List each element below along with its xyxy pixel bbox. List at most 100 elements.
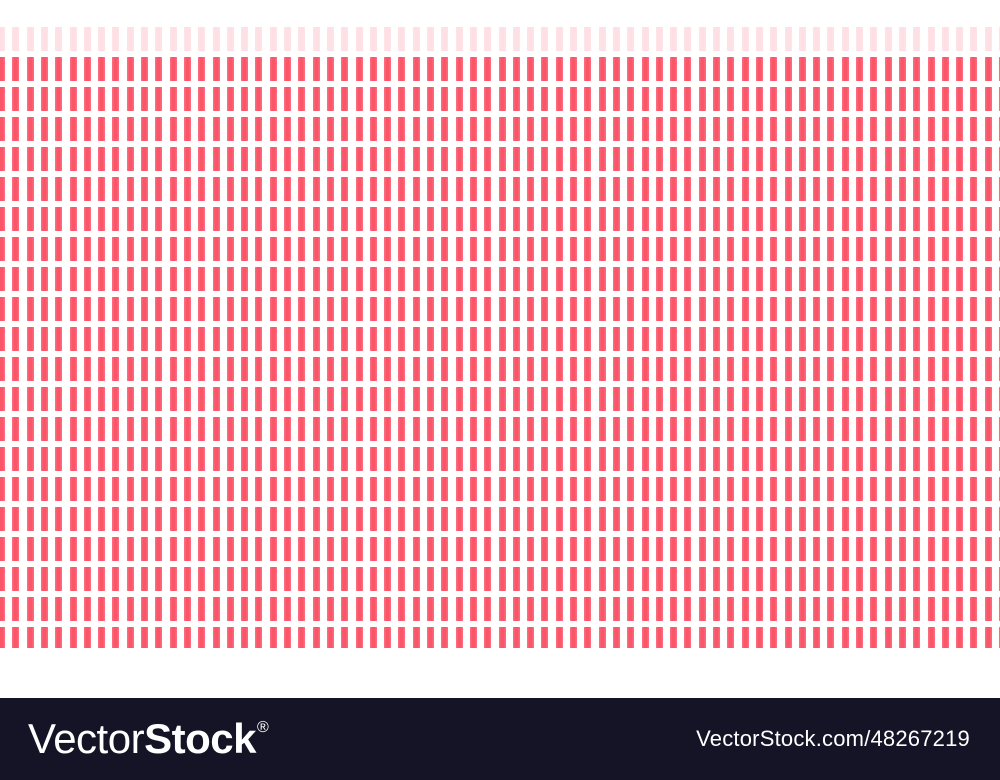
dash-mark xyxy=(384,387,392,411)
dash-mark xyxy=(755,297,763,321)
dash-mark xyxy=(970,267,978,291)
dash-mark xyxy=(169,177,177,201)
dash-mark xyxy=(341,357,349,381)
dash-mark xyxy=(183,597,191,621)
dash-mark xyxy=(341,567,349,591)
dash-mark xyxy=(384,357,392,381)
dash-mark xyxy=(527,417,535,441)
dash-mark xyxy=(512,177,520,201)
dash-mark xyxy=(341,477,349,501)
dash-mark xyxy=(455,117,463,141)
dash-mark xyxy=(126,627,134,648)
dash-row xyxy=(0,597,1000,621)
dash-mark xyxy=(0,627,5,648)
dash-mark xyxy=(112,357,120,381)
dash-mark xyxy=(727,447,735,471)
dash-mark xyxy=(0,387,5,411)
dash-mark xyxy=(970,507,978,531)
dash-mark xyxy=(655,267,663,291)
dash-mark xyxy=(755,207,763,231)
dash-mark xyxy=(284,297,291,321)
dash-mark xyxy=(26,447,34,471)
dash-mark xyxy=(412,507,420,531)
dash-mark xyxy=(169,237,177,261)
dash-mark xyxy=(941,267,949,291)
dash-mark xyxy=(12,447,20,471)
dash-mark xyxy=(970,327,978,351)
dash-mark xyxy=(570,537,577,561)
dash-mark xyxy=(684,327,692,351)
dash-mark xyxy=(398,327,406,351)
dash-mark xyxy=(255,417,263,441)
dash-mark xyxy=(655,237,663,261)
dash-mark xyxy=(98,147,106,171)
dash-mark xyxy=(141,537,148,561)
dash-mark xyxy=(770,447,778,471)
dash-mark xyxy=(641,27,649,51)
dash-mark xyxy=(412,327,420,351)
dash-mark xyxy=(598,567,606,591)
dash-mark xyxy=(713,567,720,591)
dash-mark xyxy=(83,537,91,561)
dash-mark xyxy=(698,267,706,291)
dash-mark xyxy=(927,327,935,351)
dash-mark xyxy=(269,207,277,231)
dash-mark xyxy=(198,207,206,231)
dash-mark xyxy=(927,57,935,81)
dash-mark xyxy=(12,627,20,648)
dash-mark xyxy=(670,387,678,411)
dash-mark xyxy=(183,87,191,111)
dash-mark xyxy=(927,507,935,531)
dash-mark xyxy=(870,297,878,321)
dash-mark xyxy=(484,357,492,381)
dash-mark xyxy=(684,567,692,591)
dash-mark xyxy=(856,537,863,561)
dash-mark xyxy=(727,327,735,351)
dash-mark xyxy=(0,417,5,441)
dash-mark xyxy=(970,237,978,261)
dash-mark xyxy=(727,117,735,141)
dash-mark xyxy=(83,207,91,231)
dash-mark xyxy=(555,117,563,141)
dash-mark xyxy=(598,57,606,81)
dash-mark xyxy=(126,177,134,201)
dash-mark xyxy=(55,447,63,471)
dash-mark xyxy=(813,477,821,501)
dash-mark xyxy=(312,627,320,648)
dash-mark xyxy=(970,87,978,111)
dash-mark xyxy=(827,147,835,171)
dash-mark xyxy=(784,117,792,141)
dash-mark xyxy=(312,477,320,501)
dash-mark xyxy=(326,567,334,591)
dash-mark xyxy=(813,27,821,51)
dash-mark xyxy=(927,417,935,441)
dash-mark xyxy=(384,147,392,171)
dash-mark xyxy=(312,57,320,81)
dash-row xyxy=(0,387,1000,411)
dash-mark xyxy=(970,387,978,411)
dash-mark xyxy=(512,357,520,381)
dash-mark xyxy=(212,147,220,171)
dash-mark xyxy=(627,627,635,648)
dash-mark xyxy=(441,327,449,351)
dash-mark xyxy=(326,597,334,621)
dash-mark xyxy=(341,267,349,291)
dash-mark xyxy=(798,387,806,411)
dash-mark xyxy=(112,117,120,141)
dash-mark xyxy=(927,597,935,621)
dash-mark xyxy=(512,147,520,171)
dash-mark xyxy=(570,57,577,81)
dash-mark xyxy=(298,267,306,291)
dash-mark xyxy=(698,177,706,201)
dash-mark xyxy=(355,567,363,591)
dash-mark xyxy=(555,237,563,261)
dash-mark xyxy=(312,417,320,441)
dash-mark xyxy=(298,87,306,111)
dash-mark xyxy=(312,267,320,291)
dash-mark xyxy=(798,177,806,201)
dash-mark xyxy=(226,597,234,621)
dash-mark xyxy=(183,147,191,171)
dash-mark xyxy=(541,597,549,621)
dash-mark xyxy=(141,267,148,291)
dash-mark xyxy=(755,357,763,381)
